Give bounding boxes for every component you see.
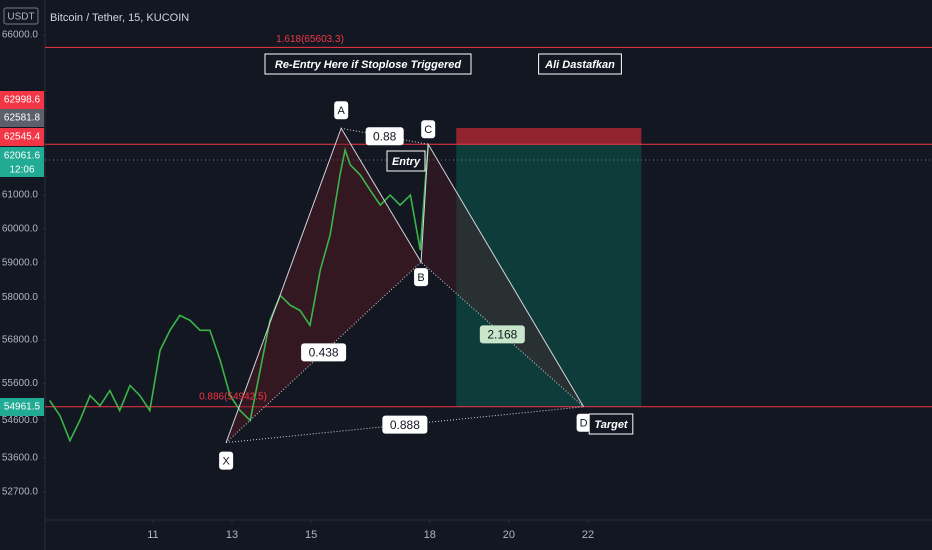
countdown: 12:06 <box>9 165 34 176</box>
price-tag-label: 54961.5 <box>4 402 41 413</box>
pattern-point <box>414 268 429 287</box>
pattern-point-label: X <box>222 455 230 467</box>
ratio-label: 0.888 <box>390 418 420 432</box>
pattern-point <box>219 451 234 470</box>
price-tag <box>0 128 44 146</box>
pattern-leg <box>225 127 585 443</box>
y-tick-label: 60000.0 <box>2 223 39 234</box>
currency: USDT <box>7 12 34 23</box>
y-tick-label: 56800.0 <box>2 335 39 346</box>
currency-box <box>3 7 39 25</box>
y-tick-label: 58000.0 <box>2 292 39 303</box>
overlay-layer: Bitcoin / Tether, 15, KUCOIN USDT X A B C D 0.8… <box>0 7 634 470</box>
background-layer: 52700.0 53600.0 54600.0 55600.0 56800.0 58000… <box>2 30 932 541</box>
y-tick-label: 59000.0 <box>2 257 39 268</box>
annotation: Ali Dastafkan <box>544 59 615 71</box>
pattern-point-label: B <box>417 272 424 284</box>
stop-zone <box>456 127 642 145</box>
annotation: Entry <box>392 156 421 168</box>
level-label: 1.618(65603.3) <box>276 34 344 45</box>
pattern-fill <box>421 144 584 407</box>
annotation-box <box>264 53 472 75</box>
price-tag-label: 62061.6 <box>4 151 41 162</box>
x-tick-label: 15 <box>305 529 317 541</box>
annotation-box <box>386 150 426 172</box>
pattern-point-label: A <box>338 105 346 117</box>
pattern-point <box>421 120 436 139</box>
y-tick-label: 54600.0 <box>2 415 39 426</box>
price-tag <box>0 91 44 109</box>
pattern-fill <box>226 128 422 443</box>
ratio-label: 2.168 <box>487 328 517 342</box>
annotation: Target <box>594 419 629 431</box>
pattern-point <box>334 101 349 120</box>
price-tag-label: 62581.8 <box>4 113 41 124</box>
x-tick-label: 13 <box>226 529 238 541</box>
annotation: Re-Entry Here if Stoplose Triggered <box>275 59 462 71</box>
price-tag-label: 62998.6 <box>4 95 41 106</box>
ratio-box <box>382 415 428 434</box>
main-layer <box>49 145 429 443</box>
ratio-label: 0.88 <box>373 129 397 143</box>
price-tag <box>0 398 44 416</box>
ratio-box <box>301 343 347 362</box>
annotation-box <box>538 53 622 75</box>
y-tick-label: 53600.0 <box>2 452 39 463</box>
price-tag <box>0 147 44 177</box>
pattern-point-label: D <box>580 418 588 430</box>
chart-title: Bitcoin / Tether, 15, KUCOIN <box>50 12 189 24</box>
ratio-box <box>479 325 525 344</box>
x-tick-label: 11 <box>147 529 158 541</box>
pattern-point <box>576 413 591 432</box>
price-tag <box>0 109 44 127</box>
price-tag-label: 62545.4 <box>4 132 41 143</box>
annotation: 0.886(54942.5) <box>199 392 267 403</box>
target-zone <box>456 144 642 407</box>
y-tick-label: 52700.0 <box>2 487 39 498</box>
pattern-point-label: C <box>424 124 432 136</box>
x-tick-label: 18 <box>424 529 436 541</box>
ratio-box <box>365 127 404 146</box>
ratio-label: 0.438 <box>309 345 339 359</box>
price-line <box>49 145 429 443</box>
y-tick-label: 66000.0 <box>2 30 39 41</box>
x-tick-label: 20 <box>503 529 515 541</box>
y-tick-label: 55600.0 <box>2 378 39 389</box>
y-tick-label: 61000.0 <box>2 190 39 201</box>
annotation-box <box>588 413 634 435</box>
x-tick-label: 22 <box>582 529 594 541</box>
